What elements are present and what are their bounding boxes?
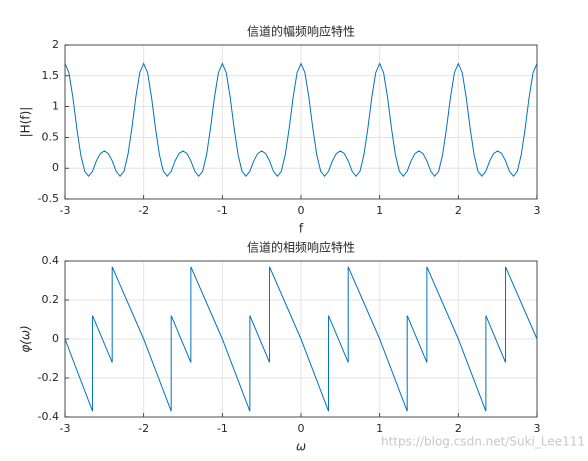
- chart-title: 信道的幅频响应特性: [247, 24, 355, 39]
- y-tick-label: -0.4: [38, 410, 59, 423]
- x-axis-label: f: [299, 222, 304, 236]
- x-tick-label: -1: [217, 422, 228, 435]
- y-tick-label: 0.4: [42, 254, 60, 267]
- chart-title: 信道的相频响应特性: [247, 240, 355, 255]
- y-axis-label: φ(ω): [19, 325, 33, 352]
- x-tick-label: 1: [376, 204, 383, 217]
- x-axis-label: ω: [296, 440, 306, 454]
- plot-frame: [64, 44, 538, 200]
- y-tick-label: -0.5: [38, 192, 59, 205]
- y-tick-label: 0: [52, 161, 59, 174]
- x-tick-label: -2: [138, 422, 149, 435]
- x-tick-label: 2: [455, 204, 462, 217]
- x-tick-label: -3: [60, 204, 71, 217]
- y-tick-label: 1: [52, 100, 59, 113]
- x-tick-label: 2: [455, 422, 462, 435]
- y-tick-label: 0.5: [42, 130, 60, 143]
- axes: -3 -2 -1 0 1 2 3 -0.5 0 0.5 1 1.5 2 信道的幅频响应特性 f |H(f)|: [19, 24, 541, 236]
- y-tick-label: 0: [52, 332, 59, 345]
- x-tick-label: 1: [376, 422, 383, 435]
- y-tick-label: 2: [52, 38, 59, 51]
- y-axis-label: |H(f)|: [19, 107, 33, 138]
- axes: -3 -2 -1 0 1 2 3 -0.4 -0.2 0 0.2 0.4 信道的相频响应特性 ω φ(ω): [19, 240, 541, 454]
- x-tick-label: 3: [534, 204, 541, 217]
- x-tick-label: 0: [298, 422, 305, 435]
- y-tick-label: 1.5: [42, 69, 60, 82]
- x-tick-label: -1: [217, 204, 228, 217]
- y-tick-label: 0.2: [42, 293, 60, 306]
- y-tick-label: -0.2: [38, 371, 59, 384]
- watermark: https://blog.csdn.net/Suki_Lee111: [381, 435, 585, 449]
- x-tick-label: 3: [534, 422, 541, 435]
- x-tick-label: -3: [60, 422, 71, 435]
- data-line: [64, 266, 538, 412]
- data-line: [64, 62, 538, 178]
- x-tick-label: -2: [138, 204, 149, 217]
- x-tick-label: 0: [298, 204, 305, 217]
